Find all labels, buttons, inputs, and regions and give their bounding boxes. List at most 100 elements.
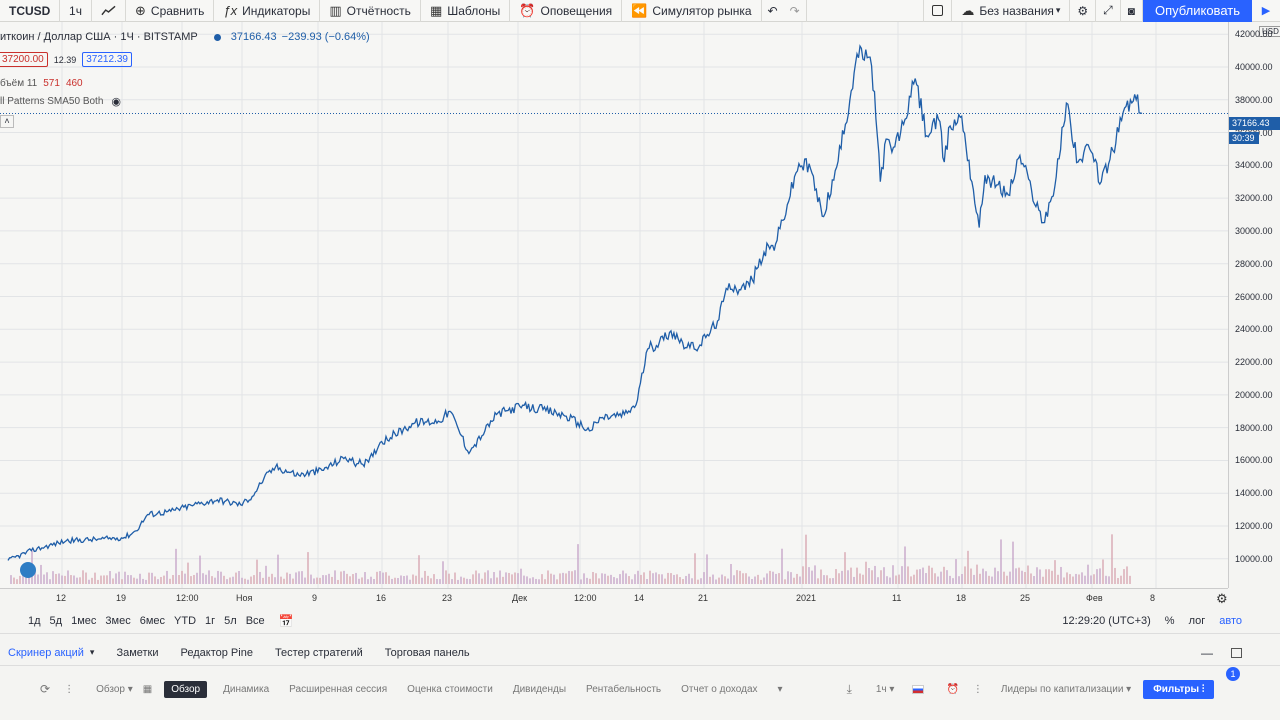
- volume-bar: [667, 572, 669, 584]
- volume-bar: [301, 571, 303, 584]
- volume-bar: [766, 573, 768, 584]
- tab-strategy-tester[interactable]: Тестер стратегий: [274, 646, 363, 659]
- range-button[interactable]: Все: [245, 614, 265, 627]
- chart-style-button[interactable]: [92, 0, 126, 22]
- volume-label[interactable]: бъём 11: [0, 78, 38, 89]
- download-icon[interactable]: ⤓: [846, 681, 852, 696]
- tab-pine-editor[interactable]: Редактор Pine: [180, 646, 253, 659]
- alerts-button[interactable]: ⏰ Оповещения: [510, 0, 623, 22]
- filters-button[interactable]: Фильтры ⫶: [1143, 679, 1215, 699]
- volume-bar: [607, 575, 609, 584]
- tab-valuation[interactable]: Оценка стоимости: [407, 683, 493, 695]
- countdown-value: 30:39: [1232, 133, 1255, 143]
- log-toggle[interactable]: лог: [1188, 614, 1206, 627]
- price-tick-label: 38000.00: [1235, 94, 1273, 105]
- volume-bar: [646, 579, 648, 584]
- volume-bar: [856, 567, 858, 584]
- volume-bar: [286, 572, 288, 584]
- publish-button[interactable]: Опубликовать: [1142, 0, 1252, 22]
- volume-bar: [727, 578, 729, 584]
- sort-select[interactable]: Лидеры по капитализации ▾: [1000, 683, 1132, 695]
- volume-bar: [175, 548, 177, 584]
- volume-bar: [751, 578, 753, 584]
- symbol-search[interactable]: TCUSD: [0, 0, 60, 22]
- chevron-down-icon[interactable]: ▾: [89, 647, 95, 657]
- volume-bar: [1069, 574, 1071, 584]
- replay-button[interactable]: ⏪ Симулятор рынка: [622, 0, 762, 22]
- range-button[interactable]: 6мес: [139, 614, 166, 627]
- chart-pane[interactable]: [0, 22, 1228, 588]
- snapshot-button[interactable]: ◙: [1121, 0, 1143, 22]
- chart-settings-button[interactable]: ⚙: [1216, 591, 1228, 607]
- filters-count-badge: 1: [1226, 667, 1240, 681]
- volume-bar: [310, 574, 312, 584]
- legend-change: −239.93 (−0.64%): [281, 31, 370, 43]
- tab-trading-panel[interactable]: Торговая панель: [384, 646, 470, 659]
- eye-hidden-icon[interactable]: ◉: [111, 96, 121, 108]
- screener-interval[interactable]: 1ч ▾: [875, 683, 895, 695]
- volume-bar: [826, 575, 828, 584]
- range-button[interactable]: YTD: [174, 614, 197, 627]
- volume-bar: [112, 578, 114, 584]
- overview-select[interactable]: Обзор ▾: [96, 683, 133, 695]
- range-button[interactable]: 1г: [205, 614, 216, 627]
- volume-bar: [913, 574, 915, 584]
- collapse-legend-button[interactable]: ˄: [0, 115, 14, 128]
- settings-button[interactable]: ⚙: [1070, 0, 1097, 22]
- tab-notes[interactable]: Заметки: [116, 646, 159, 659]
- ask-price-box[interactable]: 37212.39: [82, 52, 132, 67]
- templates-button[interactable]: ▦ Шаблоны: [421, 0, 511, 22]
- reports-button[interactable]: ▥ Отчётность: [320, 0, 421, 22]
- range-button[interactable]: 3мес: [105, 614, 131, 627]
- volume-bar: [1021, 570, 1023, 584]
- compare-button[interactable]: ⊕ Сравнить: [126, 0, 215, 22]
- legend-title-row: иткоин / Доллар США · 1Ч · BITSTAMP 3716…: [0, 31, 370, 43]
- study-name[interactable]: ll Patterns SMA50 Both: [0, 96, 104, 107]
- refresh-icon[interactable]: ⟳: [40, 682, 51, 696]
- more-icon[interactable]: ⋮: [64, 683, 75, 695]
- tab-extended-hours[interactable]: Расширенная сессия: [289, 683, 388, 695]
- redo-button[interactable]: ↷: [784, 0, 807, 22]
- fullscreen-toggle-button[interactable]: [923, 0, 953, 22]
- volume-bar: [1120, 575, 1122, 584]
- price-chart[interactable]: [0, 22, 1228, 588]
- tab-dividends[interactable]: Дивиденды: [512, 683, 567, 695]
- tab-stock-screener[interactable]: Скринер акций: [8, 646, 84, 659]
- range-button[interactable]: 1мес: [71, 614, 97, 627]
- legend-symbol-title[interactable]: иткоин / Доллар США · 1Ч · BITSTAMP: [0, 31, 198, 43]
- more-icon[interactable]: ⋮: [972, 683, 983, 695]
- currency-badge[interactable]: USD: [1259, 26, 1280, 37]
- tab-performance[interactable]: Динамика: [223, 683, 270, 695]
- maximize-panel-button[interactable]: [1231, 647, 1242, 658]
- fullscreen-button[interactable]: ⤢: [1096, 0, 1121, 22]
- play-button[interactable]: ▶: [1252, 0, 1280, 22]
- price-axis[interactable]: USD 10000.00 12000.00 14000.00 16000.00 1800…: [1228, 22, 1280, 588]
- bid-price-box[interactable]: 37200.00: [0, 52, 48, 67]
- alarm-clock-icon[interactable]: ⏰: [946, 683, 959, 695]
- layout-menu[interactable]: ☁ Без названия ▾: [952, 0, 1071, 22]
- tab-overview[interactable]: Обзор: [164, 680, 208, 698]
- columns-icon[interactable]: ▦: [142, 683, 153, 695]
- interval-button[interactable]: 1ч: [60, 0, 92, 22]
- square-icon: [932, 5, 944, 16]
- percent-toggle[interactable]: %: [1164, 614, 1175, 627]
- minimize-panel-button[interactable]: —: [1201, 645, 1213, 660]
- volume-bar: [274, 577, 276, 584]
- tab-income-statement[interactable]: Отчет о доходах: [681, 683, 758, 695]
- time-axis[interactable]: 12 19 12:00 Ноя 9 16 23 Дек 12:00 14 21 2021 11 18 25 Ф…: [0, 588, 1228, 608]
- range-button[interactable]: 1д: [28, 614, 41, 627]
- tab-margins[interactable]: Рентабельность: [586, 683, 662, 695]
- volume-bar: [220, 571, 222, 584]
- clock-display[interactable]: 12:29:20 (UTC+3): [1062, 614, 1151, 627]
- indicators-button[interactable]: ƒx Индикаторы: [214, 0, 321, 22]
- flag-icon[interactable]: [912, 684, 925, 694]
- chevron-down-icon[interactable]: ▾: [777, 683, 783, 695]
- tradingview-logo-icon[interactable]: [20, 562, 36, 578]
- volume-bar: [643, 572, 645, 584]
- calendar-icon[interactable]: 📅: [278, 613, 294, 628]
- undo-button[interactable]: ↶: [762, 0, 784, 22]
- auto-toggle[interactable]: авто: [1219, 614, 1242, 627]
- legend-volume-row: бъём 11 571 460: [0, 78, 83, 89]
- range-button[interactable]: 5д: [49, 614, 63, 627]
- range-button[interactable]: 5л: [224, 614, 237, 627]
